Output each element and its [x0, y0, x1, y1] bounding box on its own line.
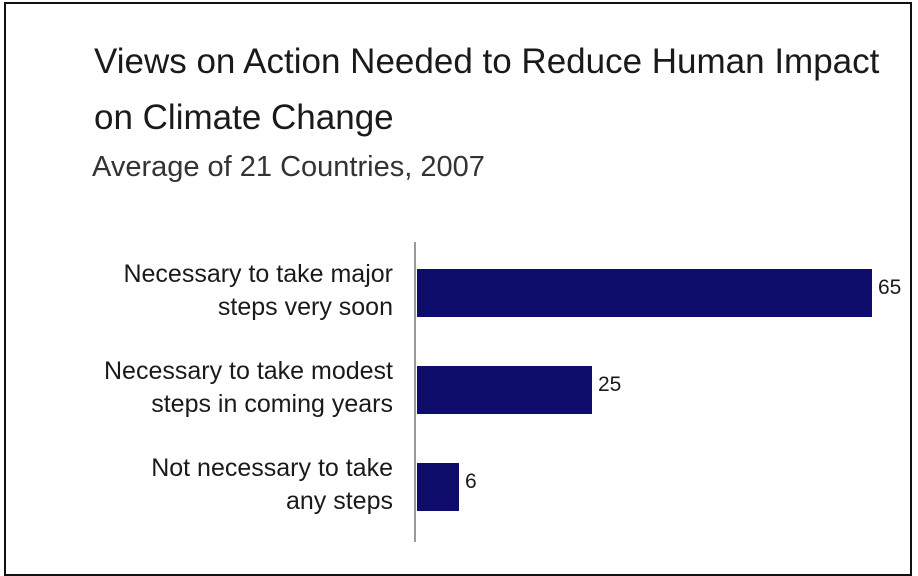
category-label-2-line-1: Necessary to take modest [104, 357, 393, 385]
chart-subtitle: Average of 21 Countries, 2007 [92, 151, 485, 183]
bar-2 [417, 366, 592, 414]
value-label-2: 25 [598, 373, 621, 396]
bar-1 [417, 269, 872, 317]
category-label-2-line-2: steps in coming years [151, 390, 393, 418]
category-labels-group: Necessary to take major steps very soon Ne… [104, 260, 393, 515]
category-label-3-line-1: Not necessary to take [151, 454, 393, 482]
value-label-1: 65 [878, 276, 901, 299]
bar-3 [417, 463, 459, 511]
chart-title: Views on Action Needed to Reduce Human I… [94, 42, 880, 137]
bars-group [417, 269, 872, 511]
value-labels-group: 65 25 6 [465, 276, 901, 493]
category-label-3-line-2: any steps [286, 487, 393, 515]
category-label-1-line-1: Necessary to take major [123, 260, 393, 288]
value-label-3: 6 [465, 470, 477, 493]
category-label-1-line-2: steps very soon [218, 293, 393, 321]
